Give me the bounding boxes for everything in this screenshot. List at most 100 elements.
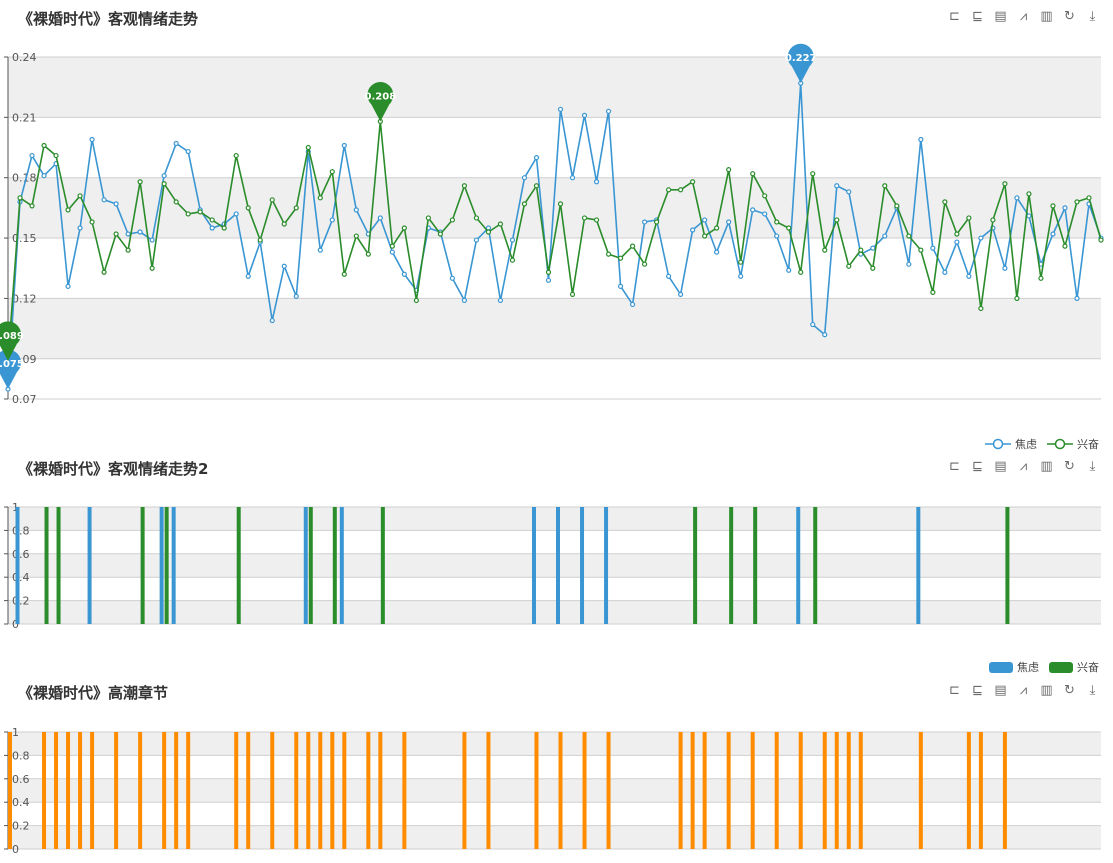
undo-zoom-icon[interactable]: ⊑: [972, 683, 983, 698]
data-view-icon[interactable]: ▤: [994, 459, 1007, 474]
data-point: [317, 195, 323, 201]
data-point: [678, 187, 684, 193]
data-point: [449, 275, 456, 281]
data-point: [978, 235, 984, 241]
data-point: [690, 227, 696, 233]
bar: [690, 732, 695, 849]
bar-chart-icon[interactable]: ▥: [1040, 683, 1053, 698]
data-point: [593, 179, 600, 185]
data-point: [101, 197, 107, 203]
bar-chart-icon[interactable]: ▥: [1040, 9, 1053, 24]
data-point: [113, 201, 119, 207]
legend-item-anxiety[interactable]: 焦虑: [985, 436, 1037, 452]
bar: [174, 732, 179, 849]
data-point: [137, 179, 143, 185]
restore-icon[interactable]: ↻: [1064, 459, 1075, 474]
data-point: [521, 201, 528, 207]
mark-point-pin: 0.075: [0, 349, 24, 389]
legend-item-anxiety[interactable]: 焦虑: [989, 659, 1039, 675]
grid-band: [8, 825, 1101, 849]
data-point: [293, 293, 299, 299]
data-point: [221, 225, 227, 231]
y-tick-label: 1: [12, 501, 19, 514]
download-icon[interactable]: ⤓: [1089, 9, 1096, 24]
data-view-icon[interactable]: ▤: [994, 683, 1007, 698]
data-point: [966, 273, 972, 279]
data-point: [101, 269, 107, 275]
data-point: [1014, 195, 1020, 201]
y-tick-label: 1: [12, 726, 19, 739]
data-point: [738, 259, 744, 265]
data-point: [413, 297, 419, 304]
bar: [186, 732, 191, 849]
data-point: [497, 221, 504, 227]
data-point: [269, 197, 275, 203]
line-chart: 0.070.090.120.150.180.210.240.2270.0750.…: [0, 43, 1104, 406]
data-point: [41, 173, 47, 179]
crop-icon[interactable]: ⊏: [949, 683, 960, 698]
bar: [138, 732, 143, 849]
data-point: [918, 247, 924, 253]
data-point: [1074, 199, 1080, 205]
legend-label: 兴奋: [1077, 661, 1099, 674]
data-point: [930, 245, 936, 251]
undo-zoom-icon[interactable]: ⊑: [972, 9, 983, 24]
data-point: [1098, 237, 1104, 243]
data-point: [569, 291, 576, 297]
data-point: [1026, 191, 1032, 197]
bar: [246, 732, 251, 849]
data-point: [930, 289, 936, 295]
legend-item-excitement[interactable]: 兴奋: [1047, 436, 1099, 452]
bar-chart-icon[interactable]: ▥: [1040, 459, 1053, 474]
crop-icon[interactable]: ⊏: [949, 9, 960, 24]
bar: [556, 507, 561, 624]
data-point: [1026, 213, 1032, 219]
download-icon[interactable]: ⤓: [1089, 683, 1096, 698]
mark-point-shape: [367, 81, 394, 122]
data-point: [906, 261, 912, 267]
legend-item-excitement[interactable]: 兴奋: [1049, 659, 1099, 675]
grid-band: [8, 778, 1101, 803]
data-point: [1002, 265, 1008, 271]
restore-icon[interactable]: ↻: [1064, 9, 1075, 24]
data-point: [233, 152, 239, 159]
crop-icon[interactable]: ⊏: [949, 459, 960, 474]
mark-point-label: 0.208: [365, 91, 397, 102]
data-point: [401, 225, 407, 231]
line-chart-icon[interactable]: ⩘: [1019, 9, 1028, 24]
data-point: [125, 247, 131, 253]
data-point: [702, 217, 708, 223]
data-point: [954, 239, 960, 245]
bar: [796, 507, 801, 624]
download-icon[interactable]: ⤓: [1089, 459, 1096, 474]
data-point: [485, 229, 492, 235]
data-point: [617, 283, 624, 289]
line-legend-icon: [1047, 438, 1073, 450]
line-chart-icon[interactable]: ⩘: [1019, 459, 1028, 474]
bar-chart: 0 0.2 0.4 0.6 0.8 1: [4, 501, 1101, 631]
data-point: [173, 199, 179, 205]
data-point: [906, 233, 912, 239]
bar: [306, 732, 311, 849]
data-point: [1062, 205, 1068, 211]
data-point: [557, 106, 564, 112]
data-point: [365, 251, 371, 257]
data-point: [666, 187, 672, 193]
bar: [462, 732, 467, 849]
data-point: [29, 152, 35, 159]
bar: [486, 732, 491, 849]
bar: [66, 732, 71, 849]
data-point: [870, 245, 876, 251]
chart-title: 《裸婚时代》客观情绪走势2: [18, 460, 209, 478]
undo-zoom-icon[interactable]: ⊑: [972, 459, 983, 474]
data-point: [750, 207, 756, 213]
y-tick-label: 0: [12, 618, 19, 631]
bar: [916, 507, 921, 624]
y-tick-label: 0: [12, 843, 19, 856]
bar: [44, 507, 49, 624]
bar: [531, 507, 536, 624]
line-chart-icon[interactable]: ⩘: [1019, 683, 1028, 698]
data-point: [798, 269, 804, 275]
restore-icon[interactable]: ↻: [1064, 683, 1075, 698]
data-view-icon[interactable]: ▤: [994, 9, 1007, 24]
